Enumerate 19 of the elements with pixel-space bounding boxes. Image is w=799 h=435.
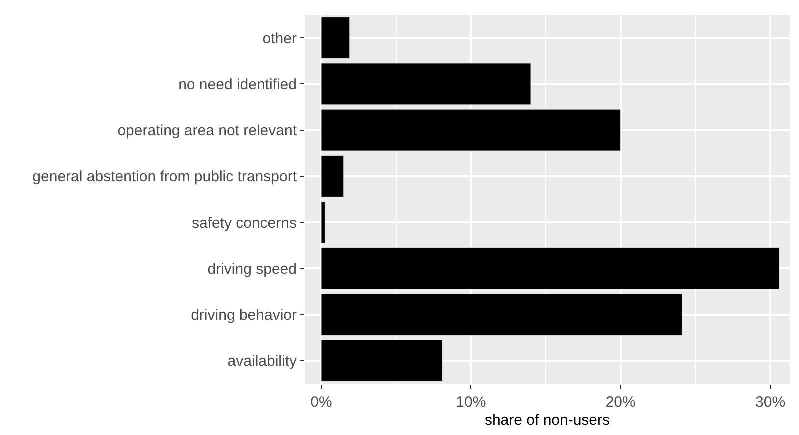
y-tick-label: other [262,30,297,48]
y-tick-label: driving speed [208,260,297,278]
x-tick-label: 0% [310,394,332,411]
bar [321,202,326,244]
bar [321,109,622,152]
x-axis-title: share of non-users [484,412,610,429]
y-tick-label: safety concerns [192,214,297,232]
bar [321,155,344,198]
bar [321,248,780,290]
y-tick-label: driving behavior [191,307,297,324]
y-tick-label: general abstention from public transport [32,168,298,186]
x-tick-label: 20% [606,394,636,411]
y-tick-label: availability [228,353,298,370]
bar [321,63,532,106]
bar [321,294,682,336]
x-tick-label: 30% [756,394,786,411]
y-tick-label: operating area not relevant [118,122,298,140]
x-tick-label: 10% [456,394,486,411]
y-tick-label: no need identified [178,76,297,94]
